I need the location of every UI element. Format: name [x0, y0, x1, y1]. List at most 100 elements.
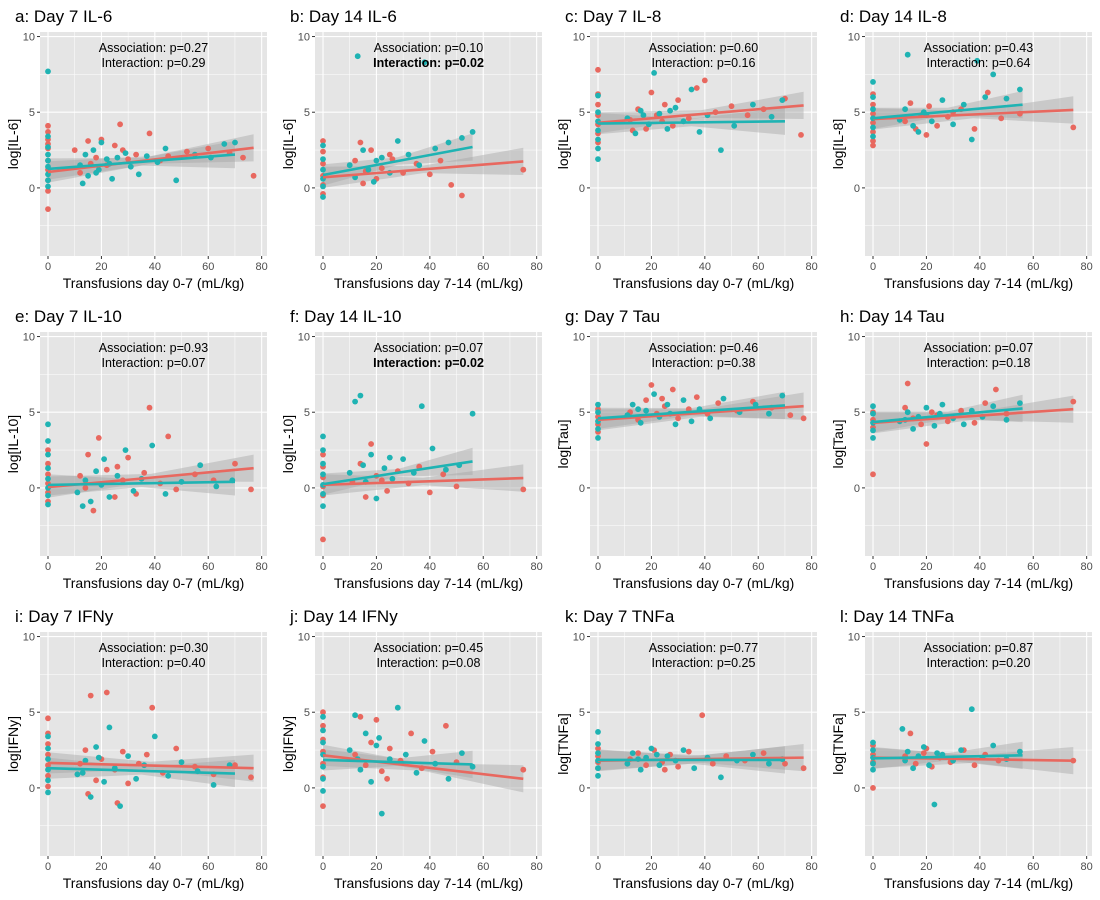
data-point-teal	[1017, 748, 1023, 755]
data-point-teal	[651, 70, 657, 76]
interaction-annotation: Interaction: p=0.25	[652, 656, 756, 670]
x-axis-label: Transfusions day 7-14 (mL/kg)	[884, 275, 1073, 291]
data-point-red	[659, 395, 665, 402]
data-point-teal	[74, 771, 81, 778]
x-tick-label: 40	[149, 861, 161, 873]
data-point-teal	[950, 121, 956, 128]
data-point-red	[173, 486, 180, 493]
data-point-teal	[357, 766, 364, 773]
data-point-teal	[870, 766, 876, 773]
y-tick-label: 0	[29, 483, 35, 495]
fit-line-red	[322, 476, 524, 487]
data-point-teal	[320, 156, 326, 163]
data-point-teal	[418, 403, 425, 410]
x-tick-label: 60	[477, 861, 489, 873]
y-axis-label: log[Tau]	[830, 419, 846, 468]
data-point-teal	[320, 142, 326, 149]
data-point-red	[125, 454, 131, 461]
association-annotation: Association: p=0.46	[649, 341, 758, 355]
data-point-teal	[45, 733, 51, 740]
data-point-red	[661, 766, 668, 773]
data-point-red	[907, 730, 914, 737]
y-axis-label: log[Tau]	[555, 419, 571, 468]
data-point-teal	[133, 775, 140, 782]
data-point-red	[320, 709, 326, 716]
data-point-red	[870, 471, 876, 478]
data-point-teal	[656, 110, 663, 117]
y-tick-label: 10	[23, 632, 35, 644]
data-point-teal	[595, 772, 601, 779]
data-point-teal	[595, 435, 601, 441]
x-tick-label: 80	[806, 861, 818, 873]
data-point-teal	[680, 397, 687, 403]
data-point-teal	[405, 151, 412, 158]
data-point-teal	[902, 106, 908, 113]
data-point-teal	[656, 762, 663, 769]
panel-title: a: Day 7 IL-6	[15, 7, 112, 26]
data-point-teal	[87, 498, 94, 505]
y-tick-label: 10	[23, 32, 35, 44]
panel-title: d: Day 14 IL-8	[840, 7, 947, 26]
data-point-teal	[968, 706, 975, 713]
data-point-teal	[651, 391, 657, 397]
data-point-teal	[173, 177, 180, 184]
ci-band-red	[598, 744, 804, 772]
data-point-teal	[990, 742, 997, 749]
data-point-teal	[923, 404, 930, 411]
data-point-teal	[386, 756, 393, 762]
data-point-red	[133, 151, 140, 158]
y-axis-label: log[IL-10]	[5, 415, 21, 473]
panel-b: 0 20 40 60 80 0 5 10 b: Day 14 IL-6 Transfusions …	[280, 7, 543, 291]
data-point-red	[320, 722, 326, 729]
data-point-teal	[354, 53, 361, 60]
data-point-red	[926, 103, 932, 110]
data-point-red	[800, 765, 807, 772]
data-point-red	[93, 777, 99, 784]
y-tick-label: 10	[23, 332, 35, 344]
data-point-teal	[595, 729, 601, 735]
data-point-red	[426, 489, 433, 496]
x-tick-label: 20	[95, 261, 107, 273]
data-point-red	[114, 463, 121, 470]
data-point-red	[378, 768, 385, 775]
data-point-teal	[958, 747, 964, 753]
fit-line-red	[872, 108, 1074, 121]
data-point-teal	[469, 129, 476, 135]
data-point-red	[173, 745, 180, 752]
ci-band-teal	[873, 741, 1023, 769]
data-point-teal	[197, 462, 204, 469]
data-point-red	[103, 689, 110, 696]
data-point-red	[870, 119, 876, 126]
x-axis-label: Transfusions day 0-7 (mL/kg)	[613, 875, 795, 891]
panel-l: 0 20 40 60 80 0 5 10 l: Day 14 TNFa Transfusions …	[830, 607, 1093, 891]
fit-line-red	[597, 404, 804, 422]
x-tick-label: 80	[531, 861, 543, 873]
x-tick-label: 60	[1027, 261, 1039, 273]
y-tick-label: 0	[854, 483, 860, 495]
data-point-red	[248, 486, 254, 493]
panel-title: k: Day 7 TNFa	[565, 607, 675, 626]
data-point-red	[45, 129, 51, 135]
x-tick-label: 20	[645, 261, 657, 273]
interaction-annotation: Interaction: p=0.02	[373, 56, 484, 70]
fit-line-red	[597, 104, 804, 125]
data-point-teal	[114, 154, 121, 161]
y-tick-label: 0	[29, 183, 35, 195]
x-tick-label: 0	[45, 261, 51, 273]
data-point-red	[384, 488, 390, 494]
y-tick-label: 10	[848, 632, 860, 644]
data-point-teal	[421, 738, 428, 744]
data-point-red	[82, 747, 89, 753]
data-point-red	[437, 157, 444, 164]
panel-j: 0 20 40 60 80 0 5 10 j: Day 14 IFNy Transfusions …	[280, 607, 543, 891]
y-tick-label: 5	[29, 407, 35, 419]
data-point-teal	[117, 803, 123, 809]
data-point-teal	[79, 503, 86, 509]
data-point-teal	[357, 392, 364, 399]
x-tick-label: 40	[699, 861, 711, 873]
y-tick-label: 0	[29, 783, 35, 795]
x-tick-label: 20	[370, 861, 382, 873]
data-point-teal	[469, 410, 476, 417]
data-point-teal	[320, 788, 326, 794]
